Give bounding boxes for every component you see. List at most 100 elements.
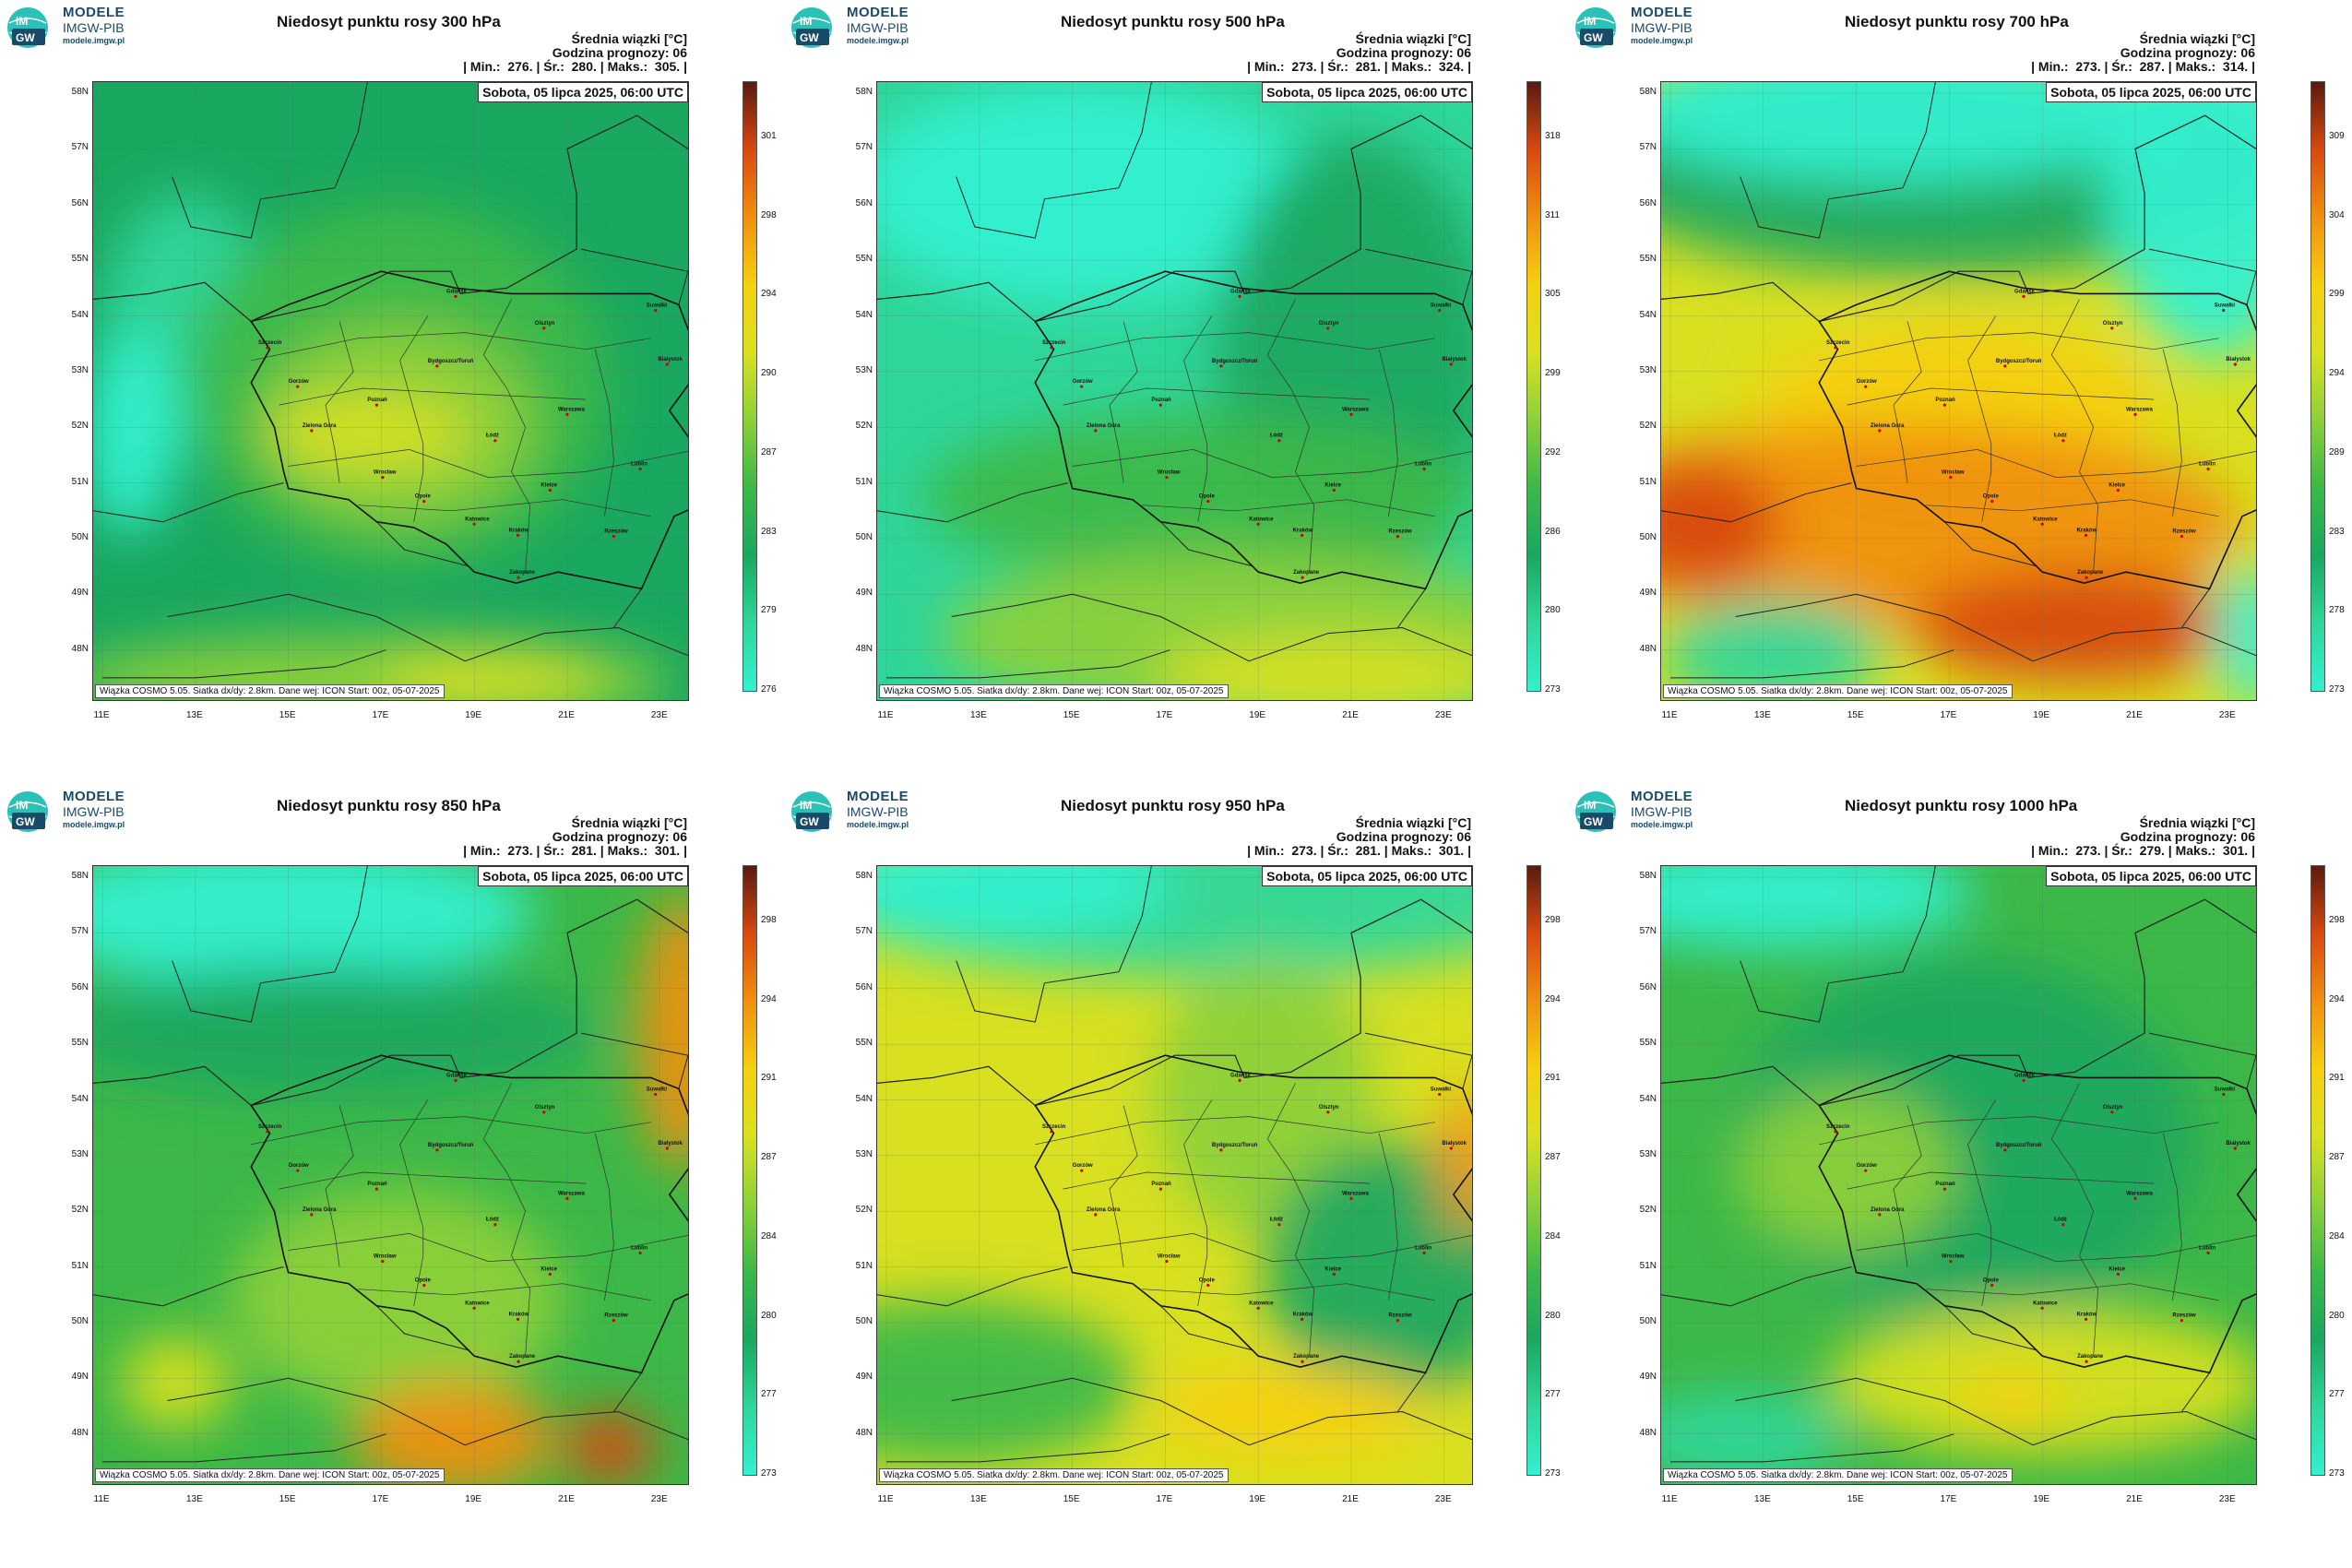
- city-marker: Zielona Góra: [303, 423, 337, 433]
- city-marker: Gdańsk: [446, 1073, 468, 1082]
- svg-text:Opole: Opole: [1199, 1278, 1216, 1284]
- svg-text:Gdańsk: Gdańsk: [1230, 1073, 1252, 1078]
- colorbar-label: 280: [2329, 1310, 2345, 1321]
- lat-label: 53N: [855, 1148, 873, 1159]
- colorbar-label: 289: [2329, 446, 2345, 457]
- svg-text:Lublin: Lublin: [1415, 462, 1431, 468]
- svg-text:Katowice: Katowice: [1249, 517, 1274, 522]
- lon-label: 17E: [372, 710, 389, 720]
- colorbar-label: 277: [1545, 1389, 1561, 1400]
- colorbar-label: 298: [2329, 915, 2345, 925]
- city-marker: Wrocław: [374, 470, 397, 480]
- colorbar-label: 287: [2329, 1152, 2345, 1163]
- colorbar-label: 283: [761, 526, 777, 537]
- lat-label: 54N: [71, 309, 89, 320]
- lon-label: 23E: [1434, 1494, 1452, 1504]
- svg-text:Opole: Opole: [1199, 494, 1216, 500]
- svg-text:Warszawa: Warszawa: [558, 1191, 585, 1196]
- map-panel: IM GW MODELE IMGW-PIB modele.imgw.pl Nie…: [0, 0, 784, 784]
- city-marker: Poznań: [1151, 398, 1171, 407]
- map-area: Gdańsk Olsztyn Suwałki Białystok Szczeci…: [92, 865, 689, 1485]
- svg-text:Warszawa: Warszawa: [2126, 407, 2153, 412]
- svg-text:Poznań: Poznań: [1935, 398, 1955, 403]
- city-marker: Kielce: [540, 1266, 558, 1277]
- lon-label: 19E: [2033, 710, 2050, 720]
- svg-text:GW: GW: [800, 815, 819, 828]
- colorbar: [742, 81, 757, 692]
- city-marker: Kielce: [1324, 482, 1342, 493]
- lat-label: 48N: [71, 1427, 89, 1438]
- city-marker: Poznań: [1935, 1182, 1955, 1191]
- svg-text:Olsztyn: Olsztyn: [535, 1105, 555, 1111]
- colorbar-label: 294: [1545, 993, 1561, 1004]
- svg-text:Rzeszów: Rzeszów: [1388, 529, 1412, 535]
- logo-text: MODELE IMGW-PIB modele.imgw.pl: [1631, 790, 1693, 829]
- svg-text:Gorzów: Gorzów: [1857, 379, 1877, 385]
- city-marker: Rzeszów: [604, 1313, 628, 1323]
- svg-text:Kielce: Kielce: [2108, 1266, 2125, 1272]
- lon-label: 13E: [969, 1494, 987, 1504]
- colorbar-label: 294: [761, 993, 777, 1004]
- city-marker: Olsztyn: [2103, 1105, 2123, 1114]
- svg-text:Zakopane: Zakopane: [509, 1354, 536, 1360]
- svg-text:Poznań: Poznań: [1151, 1182, 1171, 1187]
- city-marker: Łódź: [2054, 1218, 2067, 1227]
- lon-label: 21E: [2126, 710, 2143, 720]
- svg-text:Bydgoszcz/Toruń: Bydgoszcz/Toruń: [1212, 359, 1258, 364]
- city-marker: Kielce: [1324, 1266, 1342, 1277]
- city-marker: Katowice: [1249, 517, 1274, 526]
- info-title: Średnia wiązki [°C]: [2139, 815, 2255, 830]
- svg-text:GW: GW: [1584, 815, 1603, 828]
- lat-label: 57N: [1639, 926, 1657, 937]
- svg-text:Opole: Opole: [415, 494, 432, 500]
- svg-text:Łódź: Łódź: [2054, 1218, 2067, 1223]
- svg-text:Gdańsk: Gdańsk: [1230, 289, 1252, 294]
- svg-text:Zielona Góra: Zielona Góra: [303, 423, 337, 429]
- city-marker: Warszawa: [558, 1191, 585, 1200]
- stats-box: Średnia wiązki [°C] Godzina prognozy: 06…: [2031, 816, 2255, 858]
- logo-line2: IMGW-PIB: [847, 804, 909, 819]
- city-marker: Suwałki: [647, 1087, 667, 1097]
- lat-label: 56N: [1639, 981, 1657, 992]
- svg-text:Kraków: Kraków: [509, 1312, 529, 1317]
- colorbar-label: 287: [761, 1152, 777, 1163]
- city-marker: Wrocław: [1158, 1254, 1181, 1264]
- city-marker: Zakopane: [509, 1354, 536, 1363]
- city-marker: Warszawa: [1342, 1191, 1369, 1200]
- colorbar: [2310, 81, 2325, 692]
- map-area: Gdańsk Olsztyn Suwałki Białystok Szczeci…: [876, 865, 1473, 1485]
- lat-label: 53N: [1639, 364, 1657, 375]
- city-marker: Olsztyn: [1319, 1105, 1339, 1114]
- logo-line2: IMGW-PIB: [63, 804, 125, 819]
- map-area: Gdańsk Olsztyn Suwałki Białystok Szczeci…: [92, 81, 689, 701]
- colorbar-label: 286: [1545, 526, 1561, 537]
- colorbar-label: 273: [761, 1468, 777, 1479]
- stats-line: | Min.: 273. | Śr.: 281. | Maks.: 301. |: [463, 843, 687, 858]
- city-marker: Gorzów: [289, 1163, 309, 1172]
- lat-label: 58N: [71, 871, 89, 882]
- svg-text:Opole: Opole: [1983, 1278, 2000, 1284]
- colorbar-label: 279: [761, 605, 777, 616]
- colorbar-label: 290: [761, 368, 777, 379]
- lat-label: 58N: [855, 871, 873, 882]
- city-marker: Gorzów: [1857, 379, 1877, 388]
- lon-label: 13E: [1753, 1494, 1771, 1504]
- logo-line1: MODELE: [847, 5, 909, 20]
- lat-label: 57N: [855, 142, 873, 153]
- lon-label: 11E: [1661, 1494, 1678, 1504]
- colorbar: [742, 865, 757, 1476]
- logo-text: MODELE IMGW-PIB modele.imgw.pl: [847, 6, 909, 45]
- city-marker: Olsztyn: [535, 321, 555, 330]
- colorbar-label: 283: [2329, 526, 2345, 537]
- city-marker: Zielona Góra: [1871, 1207, 1905, 1217]
- lon-label: 19E: [2033, 1494, 2050, 1504]
- svg-text:Katowice: Katowice: [2033, 1301, 2058, 1306]
- lat-label: 51N: [71, 1260, 89, 1271]
- lat-label: 55N: [855, 1038, 873, 1049]
- colorbar-label: 291: [2329, 1073, 2345, 1084]
- lon-label: 13E: [185, 710, 203, 720]
- colorbar-label: 280: [761, 1310, 777, 1321]
- forecast-hour: Godzina prognozy: 06: [2120, 45, 2255, 60]
- colorbar-label: 294: [2329, 368, 2345, 379]
- svg-text:Gdańsk: Gdańsk: [2014, 289, 2036, 294]
